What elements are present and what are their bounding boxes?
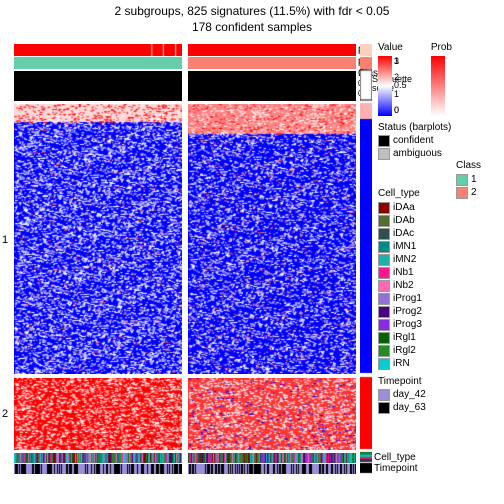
legend-item: day_63 [378, 402, 502, 414]
class-legend: Class 12 [456, 160, 481, 200]
plot-title: 2 subgroups, 825 signatures (11.5%) with… [0, 0, 504, 35]
legend-item: iRN [378, 358, 502, 370]
side-column [360, 44, 372, 474]
legend-item: iProg1 [378, 293, 502, 305]
row-label-2: 2 [2, 408, 8, 420]
legend-item: 2 [456, 187, 481, 199]
legend-item: iDAa [378, 202, 502, 214]
row-label-1: 1 [2, 234, 8, 246]
legend-item: iNb2 [378, 280, 502, 292]
timepoint-legend: Timepoint day_42day_63 [378, 376, 502, 415]
silhouette-row: 1 0.5 0 Silhouettescore [14, 71, 356, 104]
legend-item: iRgl2 [378, 345, 502, 357]
p1-annotation-row [14, 44, 356, 56]
legend-item: day_42 [378, 389, 502, 401]
legend-panel: Value 3 2 1 0 Prob 1 0.5 [378, 42, 502, 420]
celltype-legend: Cell_type iDAaiDAbiDAciMN1iMN2iNb1iNb2iP… [378, 188, 502, 370]
legend-item: iDAc [378, 228, 502, 240]
heatmap-group-1: 1 [14, 104, 356, 374]
legend-item: confident [378, 135, 502, 147]
bottom-annotations: Cell_type Timepoint [14, 453, 356, 474]
legend-item: ambiguous [378, 148, 502, 160]
gradient-legends: Value 3 2 1 0 Prob 1 0.5 [378, 42, 502, 116]
main-plot-area: p1 p2 Class 1 0.5 0 Silhouettescore 1 [14, 44, 356, 474]
legend-item: iProg3 [378, 319, 502, 331]
legend-item: iMN2 [378, 254, 502, 266]
legend-item: iProg2 [378, 306, 502, 318]
heatmap-group-2: 2 [14, 378, 356, 450]
legend-item: iDAb [378, 215, 502, 227]
bottom-labels: Cell_type Timepoint [374, 452, 418, 474]
legend-item: iNb1 [378, 267, 502, 279]
status-legend: Status (barplots) confidentambiguous [378, 122, 502, 161]
legend-item: iRgl1 [378, 332, 502, 344]
p2-annotation-row [14, 57, 356, 69]
legend-item: 1 [456, 174, 481, 186]
legend-item: iMN1 [378, 241, 502, 253]
